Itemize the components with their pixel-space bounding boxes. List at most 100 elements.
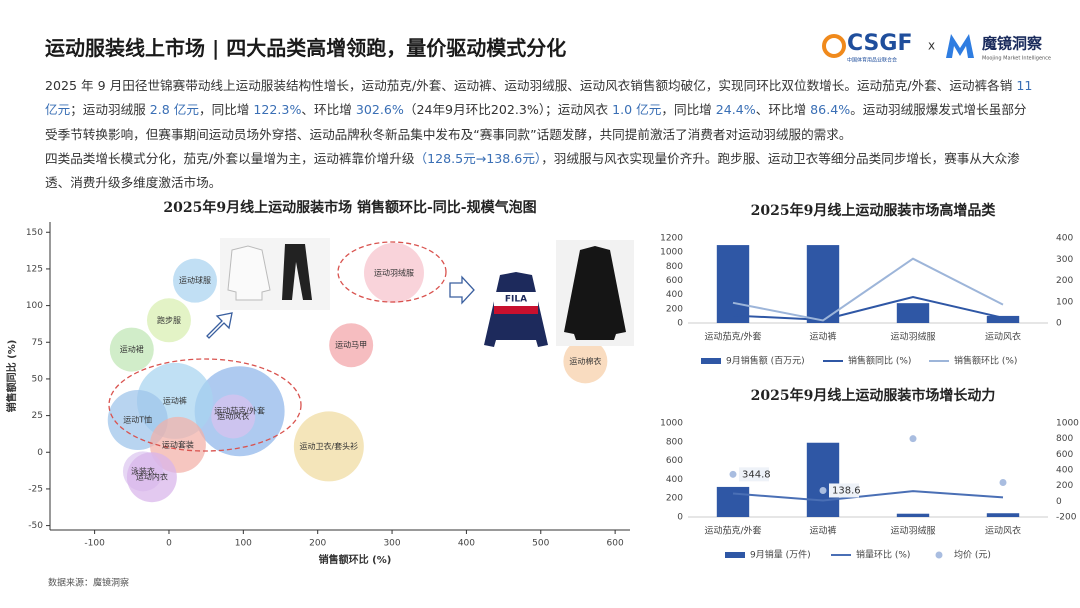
bubble [146,298,191,343]
bubble [293,411,364,482]
highlight-text: 24.4% [715,102,756,118]
bubble [329,323,374,368]
value-label-bg [829,483,859,498]
logo: CSGF [847,31,912,56]
source-note: 数据来源：魔镜洞察 [48,577,129,589]
arrow [206,312,233,339]
y-tick-label: 0 [677,319,683,329]
text-run: 。运动羽绒服爆发式增长虽部分受季节转换影响，但赛事期间运动员场外穿搭、运动品牌秋… [45,102,1027,142]
bubble-label: 运动套装 [162,439,194,449]
y-tick-label: 75 [32,338,43,348]
dot [999,479,1007,487]
y-tick-label: 400 [666,290,683,300]
y2-tick-label: 0 [1056,497,1062,507]
bubble-label: 跑步服 [157,316,181,325]
y-tick-label: 125 [26,264,43,274]
logo-sub: 中国体育用品业联合会 [847,57,897,64]
arrow [449,275,475,305]
legend-swatch [725,552,745,558]
puffer-jacket [564,246,626,340]
y-tick-label: 1000 [660,248,683,258]
bubble-label: 运动内衣 [136,472,168,482]
bar [716,486,750,517]
bubble [211,394,256,439]
x-tick-label: -100 [84,539,105,549]
y-axis-label: 销售额同比 (%) [5,340,18,413]
y2-tick-label: -200 [1056,513,1077,523]
x-tick-label: 运动茄克/外套 [704,525,761,537]
bar [986,513,1020,517]
x-tick-label: 100 [235,539,252,549]
line [732,490,1004,502]
text-run: 、环比增 [755,102,811,118]
y-tick-label: 50 [32,374,44,384]
jacket [227,245,271,301]
bar [986,315,1020,323]
legend-label: 9月销售额 (百万元) [726,355,805,367]
bubble-label: 运动裤 [163,395,187,405]
highlight-text: 1.0 亿元 [612,102,662,118]
y2-tick-label: 200 [1056,481,1073,491]
y-tick-label: -25 [28,484,43,494]
bubble [563,339,608,384]
x-tick-label: 200 [309,539,326,549]
text-run: ；运动羽绒服 [70,102,150,118]
highlight-text: 302.6% [355,102,404,118]
bubble-label: 泳装衣 [131,466,155,476]
dot [909,435,917,443]
x-tick-label: 600 [607,539,624,549]
y-tick-label: 100 [26,301,43,311]
separator: x [928,39,935,53]
dot [819,486,827,494]
bubble [109,327,154,372]
logo-icon [822,34,846,58]
x-tick-label: 运动羽绒服 [890,331,935,343]
legend-swatch [701,358,721,364]
text-run: 2025 年 9 月田径世锦赛带动线上运动服装结构性增长，运动茄克/外套、运动裤… [45,78,1017,93]
highlight-text: （128.5元→138.6元） [414,150,542,166]
product-images: FILA [220,238,634,354]
y-tick-label: 150 [26,228,43,238]
y2-tick-label: 400 [1056,466,1073,476]
bubble-label: 运动棉衣 [569,356,601,366]
legend-swatch [935,551,943,559]
x-axis-label: 销售额环比 (%) [319,553,392,566]
x-tick-label: 运动风衣 [985,331,1021,343]
x-tick-label: 500 [532,539,549,549]
y-tick-label: 1000 [660,419,683,429]
y-tick-label: 600 [666,276,683,286]
x-tick-label: 运动风衣 [985,525,1021,537]
brand-logo: FILA [505,295,527,305]
partner-icon [946,34,974,58]
value-label: 138.6 [832,485,861,496]
pants [282,244,312,300]
x-tick-label: 0 [166,539,172,549]
bar [896,513,930,517]
bubble-layer [107,242,608,503]
line [732,257,1004,322]
jacket-band [494,306,538,314]
chart-title: 2025年9月线上运动服装市场高增品类 [751,202,997,219]
y-tick-label: 800 [666,262,683,272]
text-run: （24年9月环比202.3%）；运动风衣 [403,102,613,118]
bubble-label: 运动卫衣/套头衫 [299,441,358,451]
chart-title: 2025年9月线上运动服装市场增长动力 [751,387,996,404]
highlight-text: 86.4% [810,102,851,118]
body-text: 2025 年 9 月田径世锦赛带动线上运动服装结构性增长，运动茄克/外套、运动裤… [45,74,1037,195]
bubble-label: 运动裙 [120,344,144,354]
text-run: 四类品类增长模式分化，茄克/外套以量增为主，运动裤靠价增升级 [45,150,415,166]
highlight-ellipse [337,241,447,303]
highlight-text: 122.3% [253,102,302,118]
x-tick-label: 运动裤 [809,525,836,537]
y-tick-label: 25 [32,411,43,421]
x-tick-label: 运动茄克/外套 [704,331,761,343]
y2-tick-label: 600 [1056,450,1073,460]
paragraph: 四类品类增长模式分化，茄克/外套以量增为主，运动裤靠价增升级（128.5元→13… [45,147,1037,196]
bar [806,442,840,517]
y-tick-label: -50 [28,521,43,531]
highlight-text: 2.8 亿元 [149,102,199,118]
text-run: 、环比增 [301,102,356,118]
x-tick-label: 运动羽绒服 [890,525,935,537]
